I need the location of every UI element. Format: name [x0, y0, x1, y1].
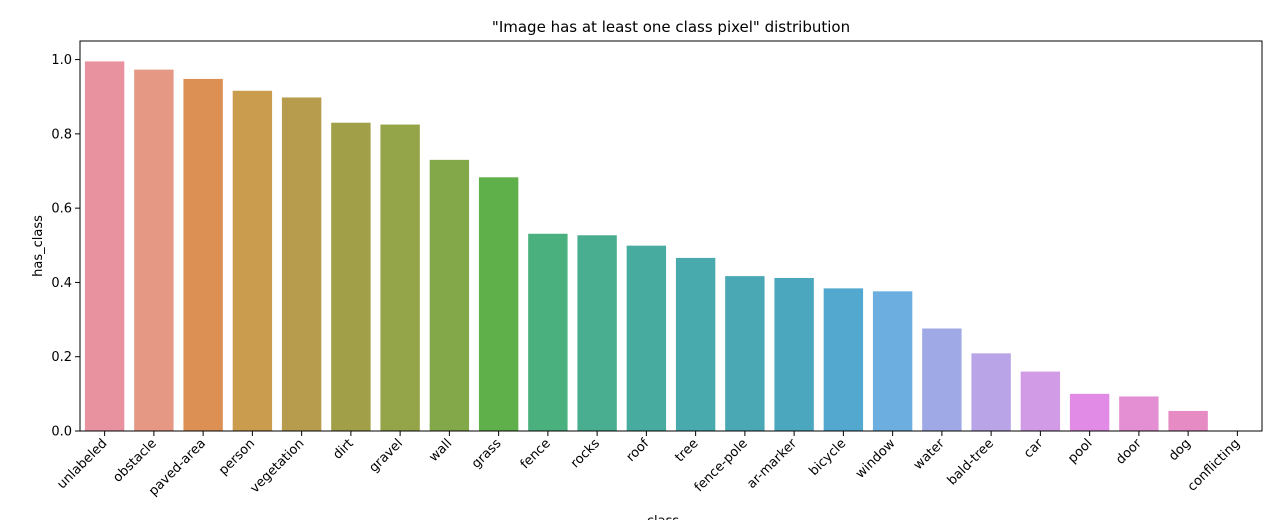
- y-tick-label: 0.6: [51, 202, 72, 217]
- x-tick-label: grass: [469, 436, 505, 472]
- y-axis-label: has_class: [31, 215, 46, 277]
- x-tick-label: car: [1021, 436, 1047, 462]
- x-axis-label: class: [647, 514, 679, 520]
- bar-door: [1119, 396, 1159, 431]
- bar-fence: [528, 233, 568, 431]
- x-tick-label: dirt: [330, 436, 356, 462]
- x-tick-label: dog: [1166, 436, 1194, 464]
- bar-person: [232, 90, 273, 432]
- bar-rocks: [577, 235, 617, 431]
- x-tick-label: tree: [672, 436, 701, 465]
- y-tick-label: 0.0: [51, 425, 72, 440]
- bar-grass: [478, 177, 519, 431]
- bar-dog: [1168, 410, 1208, 431]
- x-tick-label: conflicting: [1185, 436, 1243, 494]
- bar-water: [922, 328, 962, 431]
- bar-dirt: [331, 122, 371, 432]
- chart-title: "Image has at least one class pixel" dis…: [492, 18, 850, 36]
- bar-gravel: [380, 124, 420, 431]
- y-tick-label: 1.0: [51, 53, 72, 68]
- x-tick-label: gravel: [366, 436, 406, 476]
- plot-frame: [79, 40, 1263, 432]
- bar-unlabeled: [84, 61, 125, 432]
- x-tick-label: bicycle: [806, 436, 849, 479]
- y-axis: 0.0 0.2 0.4 0.6 0.8 1.0: [51, 53, 80, 440]
- x-tick-label: door: [1113, 436, 1145, 468]
- x-tick-label: water: [911, 436, 948, 473]
- bar-bald-tree: [971, 353, 1011, 431]
- x-tick-label: wall: [426, 436, 455, 465]
- y-tick-label: 0.2: [51, 350, 72, 365]
- bar-bicycle: [823, 288, 864, 431]
- y-tick-label: 0.4: [51, 276, 72, 291]
- x-tick-label: bald-tree: [945, 436, 997, 488]
- bar-paved-area: [183, 78, 223, 431]
- bar-window: [872, 291, 913, 431]
- bar-ar-marker: [774, 277, 814, 431]
- y-tick-label: 0.8: [51, 127, 72, 142]
- bar-obstacle: [134, 69, 174, 431]
- bar-fence-pole: [725, 276, 765, 431]
- x-tick-label: rocks: [568, 436, 603, 471]
- bars-layer: [84, 61, 1208, 432]
- x-tick-label: ar-marker: [744, 436, 800, 492]
- bar-tree: [675, 257, 716, 431]
- bar-roof: [626, 245, 667, 431]
- bar-pool: [1069, 393, 1110, 431]
- x-tick-label: window: [853, 436, 899, 482]
- x-tick-label: person: [216, 436, 258, 478]
- bar-car: [1020, 371, 1061, 431]
- x-tick-label: fence-pole: [692, 436, 751, 495]
- x-tick-label: fence: [518, 436, 554, 472]
- x-tick-label: roof: [624, 436, 653, 465]
- x-tick-label: unlabeled: [54, 436, 110, 492]
- x-tick-label: obstacle: [110, 436, 159, 485]
- bar-wall: [429, 159, 470, 432]
- x-tick-label: pool: [1065, 436, 1095, 466]
- bar-vegetation: [281, 97, 322, 432]
